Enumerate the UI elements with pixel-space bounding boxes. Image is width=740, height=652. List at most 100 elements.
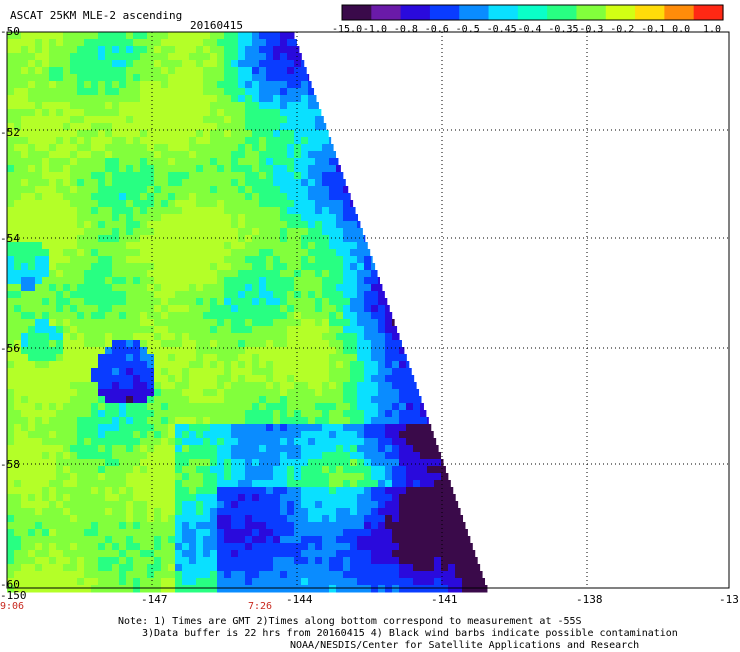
swath-cell [77, 235, 85, 243]
swath-cell [49, 410, 57, 418]
swath-cell [126, 165, 134, 173]
swath-cell [35, 578, 43, 586]
swath-cell [294, 529, 302, 537]
swath-cell [77, 333, 85, 341]
swath-cell [168, 137, 176, 145]
swath-cell [133, 382, 141, 390]
swath-cell [336, 312, 344, 320]
swath-cell [133, 375, 141, 383]
swath-cell [287, 305, 295, 313]
swath-cell [217, 32, 225, 40]
swath-cell [147, 340, 155, 348]
swath-cell [105, 242, 113, 250]
swath-cell [364, 375, 372, 383]
swath-cell [308, 214, 316, 222]
swath-cell [161, 501, 169, 509]
swath-cell [231, 466, 239, 474]
swath-cell [385, 550, 393, 558]
swath-cell [245, 67, 253, 75]
swath-cell [63, 88, 71, 96]
swath-cell [196, 515, 204, 523]
swath-cell [140, 389, 148, 397]
swath-cell [14, 368, 22, 376]
swath-cell [98, 480, 106, 488]
swath-cell [77, 95, 85, 103]
swath-cell [385, 585, 393, 593]
swath-cell [84, 403, 92, 411]
swath-cell [385, 298, 388, 306]
swath-cell [357, 291, 365, 299]
swath-cell [343, 284, 351, 292]
swath-cell [301, 543, 309, 551]
swath-cell [315, 109, 322, 117]
swath-cell [280, 39, 288, 47]
swath-cell [189, 60, 197, 68]
swath-cell [294, 585, 302, 593]
swath-cell [210, 438, 218, 446]
swath-cell [322, 368, 330, 376]
swath-cell [301, 235, 309, 243]
swath-cell [392, 508, 400, 516]
swath-cell [42, 557, 50, 565]
swath-cell [154, 32, 162, 40]
swath-cell [126, 585, 134, 593]
swath-cell [21, 81, 29, 89]
swath-cell [217, 270, 225, 278]
swath-cell [182, 102, 190, 110]
swath-cell [371, 578, 379, 586]
swath-cell [35, 480, 43, 488]
swath-cell [189, 193, 197, 201]
swath-cell [35, 242, 43, 250]
swath-cell [203, 109, 211, 117]
swath-cell [280, 557, 288, 565]
swath-cell [35, 39, 43, 47]
colorbar-label: -0.45 [486, 24, 517, 35]
swath-cell [105, 550, 113, 558]
swath-cell [294, 277, 302, 285]
swath-cell [21, 550, 29, 558]
swath-cell [476, 564, 481, 572]
swath-cell [252, 543, 260, 551]
swath-cell [7, 459, 15, 467]
swath-cell [147, 319, 155, 327]
swath-cell [413, 529, 421, 537]
swath-cell [259, 116, 267, 124]
swath-cell [84, 326, 92, 334]
swath-cell [364, 473, 372, 481]
swath-cell [21, 578, 29, 586]
swath-cell [259, 242, 267, 250]
swath-cell [329, 536, 337, 544]
swath-cell [70, 368, 78, 376]
swath-cell [70, 74, 78, 82]
swath-cell [98, 487, 106, 495]
swath-cell [217, 550, 225, 558]
swath-cell [259, 557, 267, 565]
swath-cell [196, 46, 204, 54]
swath-cell [210, 67, 218, 75]
swath-cell [105, 571, 113, 579]
swath-cell [63, 494, 71, 502]
swath-cell [245, 53, 253, 61]
swath-cell [266, 333, 274, 341]
swath-cell [287, 445, 295, 453]
swath-cell [189, 487, 197, 495]
swath-cell [70, 347, 78, 355]
swath-cell [112, 410, 120, 418]
swath-cell [210, 354, 218, 362]
swath-cell [420, 466, 428, 474]
swath-cell [294, 571, 302, 579]
swath-cell [70, 452, 78, 460]
swath-cell [245, 193, 253, 201]
swath-cell [28, 200, 36, 208]
swath-cell [301, 116, 309, 124]
swath-cell [147, 361, 155, 369]
swath-cell [91, 312, 99, 320]
swath-cell [455, 529, 463, 537]
swath-cell [70, 564, 78, 572]
swath-cell [77, 130, 85, 138]
swath-cell [259, 389, 267, 397]
swath-cell [273, 60, 281, 68]
swath-cell [336, 284, 344, 292]
swath-cell [91, 522, 99, 530]
swath-cell [413, 403, 421, 411]
